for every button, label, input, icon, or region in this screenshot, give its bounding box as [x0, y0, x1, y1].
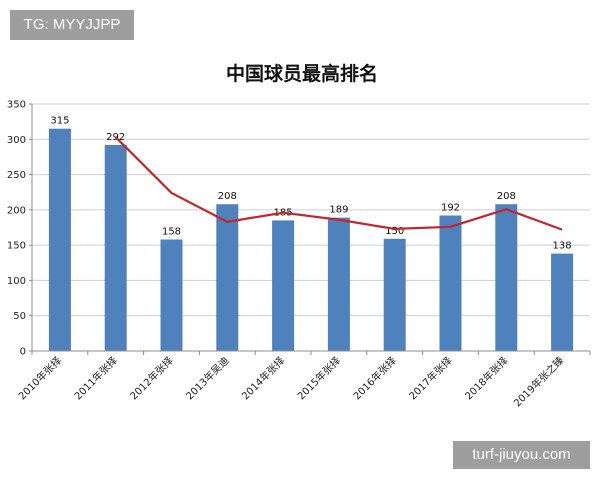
data-label: 150 — [385, 226, 404, 237]
data-label: 315 — [50, 116, 69, 127]
bar — [439, 215, 462, 351]
bar — [327, 217, 350, 351]
y-tick-label: 50 — [13, 311, 26, 322]
y-tick-label: 300 — [7, 135, 26, 146]
watermark-top: TG: MYYJJPP — [10, 10, 134, 40]
watermark-bottom: turf-jiuyou.com — [453, 441, 590, 469]
bars — [48, 128, 574, 351]
x-tick-label: 2013年吴迪 — [183, 354, 231, 402]
y-tick-label: 100 — [7, 276, 26, 287]
trend-line-path — [114, 136, 563, 231]
bar — [160, 239, 183, 351]
x-tick-label: 2018年张择 — [462, 354, 510, 402]
bar — [383, 238, 406, 351]
x-tick-label: 2017年张择 — [406, 354, 454, 402]
y-tick-label: 250 — [7, 170, 26, 181]
y-tick-label: 150 — [7, 241, 26, 252]
data-label: 138 — [553, 241, 572, 252]
y-tick-label: 200 — [7, 205, 26, 216]
bar — [104, 144, 127, 351]
x-tick-label: 2014年张择 — [239, 354, 287, 402]
bar — [216, 204, 239, 351]
x-axis-labels: 2010年张择 2011年张择 2012年张择 2013年吴迪 2014年张择 2015年… — [16, 354, 567, 409]
x-tick-label: 2012年张择 — [127, 354, 175, 402]
data-label: 158 — [162, 226, 181, 237]
data-label: 208 — [218, 191, 237, 202]
data-label: 189 — [329, 205, 348, 216]
axes — [29, 103, 591, 355]
x-tick-label: 2010年张择 — [16, 354, 64, 402]
trend-line — [114, 136, 563, 231]
data-label: 192 — [441, 203, 460, 214]
y-tick-label: 0 — [20, 347, 26, 358]
x-tick-label: 2016年张择 — [350, 354, 398, 402]
data-label: 208 — [497, 191, 516, 202]
x-tick-label: 2019年张之臻 — [511, 354, 566, 409]
bar — [551, 253, 574, 351]
x-tick-label: 2011年张择 — [71, 354, 119, 402]
bar — [48, 128, 71, 351]
chart-title: 中国球员最高排名 — [226, 62, 378, 85]
y-axis-ticks: 0 50 100 150 200 250 300 350 — [7, 100, 26, 358]
x-tick-label: 2015年张择 — [295, 354, 343, 402]
y-tick-label: 350 — [7, 100, 26, 111]
bar — [495, 204, 518, 351]
bar — [272, 220, 295, 351]
